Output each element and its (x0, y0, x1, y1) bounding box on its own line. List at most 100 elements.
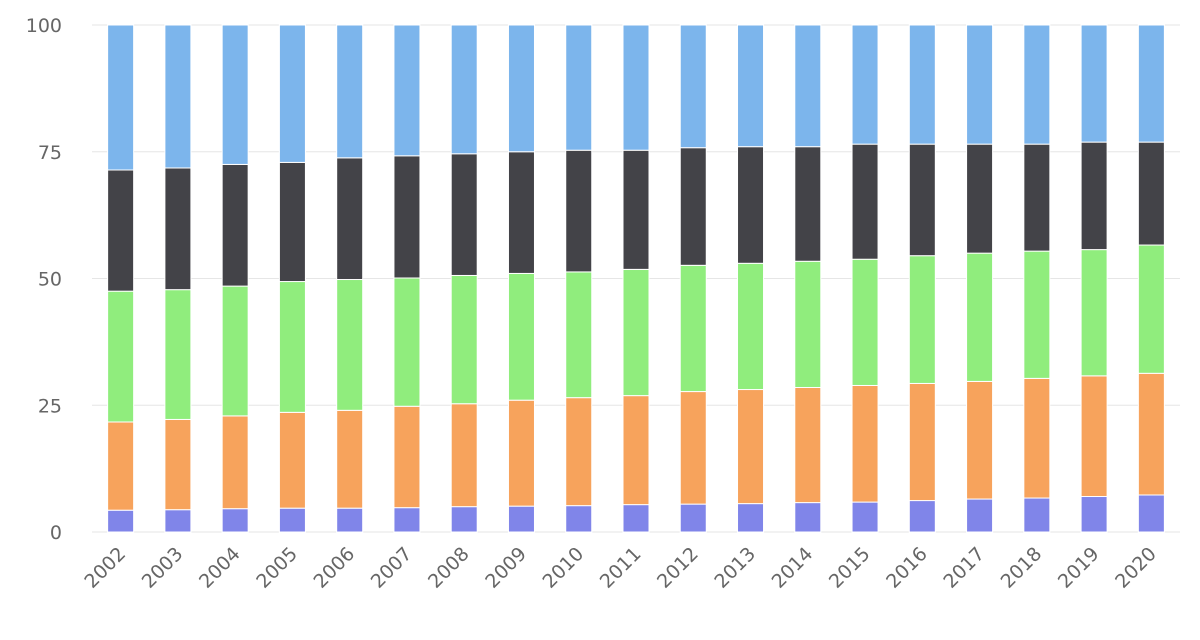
bar-segment-2015-s2 (851, 258, 879, 386)
bar-segment-2014-s4 (794, 24, 822, 148)
bar-segment-2015-s4 (851, 24, 879, 145)
x-tick-label: 2008 (424, 543, 474, 593)
bar-segment-2008-s0 (450, 506, 478, 533)
x-tick-label: 2014 (768, 543, 818, 593)
bar-segment-2006-s4 (336, 24, 364, 159)
bar-segment-2007-s3 (393, 155, 421, 279)
bar-segment-2015-s0 (851, 501, 879, 533)
bar-segment-2012-s1 (679, 391, 707, 505)
bar-segment-2003-s3 (164, 167, 192, 291)
bar-segment-2005-s0 (278, 507, 306, 533)
x-tick-label: 2010 (539, 543, 589, 593)
x-tick-label: 2015 (825, 543, 875, 593)
x-tick-label: 2005 (252, 543, 302, 593)
bar-segment-2016-s4 (908, 24, 936, 145)
bar-segment-2002-s0 (107, 509, 135, 533)
bar-segment-2019-s2 (1080, 249, 1108, 377)
x-tick-label: 2017 (939, 543, 989, 593)
bar-segment-2004-s2 (221, 285, 249, 417)
x-axis-ticks: 2002 2003 2004 2005 2006 2007 2008 2009 2010 2011… (80, 543, 1160, 593)
x-tick-label: 2016 (882, 543, 932, 593)
bar-segment-2009-s2 (507, 272, 535, 401)
x-tick-label: 2006 (309, 543, 359, 593)
bar-segment-2012-s3 (679, 147, 707, 266)
bar-segment-2005-s4 (278, 24, 306, 163)
x-tick-label: 2011 (596, 543, 646, 593)
bar-segment-2010-s0 (565, 505, 593, 533)
x-tick-label: 2007 (367, 543, 417, 593)
bar-segment-2007-s2 (393, 277, 421, 407)
bar-segment-2014-s3 (794, 146, 822, 262)
bar-segment-2010-s4 (565, 24, 593, 151)
bar-segment-2018-s0 (1023, 497, 1051, 533)
bar-segment-2002-s2 (107, 290, 135, 423)
x-tick-label: 2003 (138, 543, 188, 593)
bar-segment-2014-s2 (794, 260, 822, 389)
bar-segment-2007-s4 (393, 24, 421, 157)
bar-segment-2020-s0 (1137, 494, 1165, 533)
x-tick-label: 2018 (997, 543, 1047, 593)
y-tick-label: 0 (50, 522, 62, 544)
bar-segment-2014-s0 (794, 502, 822, 533)
bar-segment-2017-s4 (966, 24, 994, 145)
bar-segment-2010-s3 (565, 149, 593, 273)
bar-segment-2020-s3 (1137, 141, 1165, 246)
x-tick-label: 2009 (481, 543, 531, 593)
y-tick-label: 25 (38, 395, 62, 417)
x-tick-label: 2012 (653, 543, 703, 593)
x-tick-label: 2004 (195, 543, 245, 593)
bar-segment-2006-s3 (336, 157, 364, 281)
bar-segment-2020-s1 (1137, 372, 1165, 496)
bar-segment-2011-s3 (622, 149, 650, 270)
bar-segment-2013-s4 (737, 24, 765, 148)
bar-segment-2003-s0 (164, 509, 192, 533)
bar-segment-2004-s3 (221, 163, 249, 287)
bar-segment-2009-s3 (507, 151, 535, 274)
bar-segment-2008-s4 (450, 24, 478, 155)
x-tick-label: 2002 (80, 543, 130, 593)
bar-segment-2018-s3 (1023, 143, 1051, 252)
y-tick-label: 100 (26, 15, 62, 37)
bar-segment-2006-s0 (336, 507, 364, 533)
bar-segment-2016-s3 (908, 143, 936, 257)
bar-segment-2011-s2 (622, 268, 650, 397)
bars (107, 24, 1165, 533)
bar-segment-2002-s3 (107, 169, 135, 292)
bar-segment-2009-s1 (507, 399, 535, 507)
bar-segment-2012-s4 (679, 24, 707, 149)
bar-segment-2017-s3 (966, 143, 994, 254)
bar-segment-2017-s1 (966, 380, 994, 500)
bar-segment-2003-s4 (164, 24, 192, 169)
bar-segment-2004-s0 (221, 508, 249, 533)
bar-segment-2012-s2 (679, 264, 707, 393)
bar-segment-2020-s4 (1137, 24, 1165, 143)
bar-segment-2017-s2 (966, 252, 994, 382)
bar-segment-2011-s1 (622, 395, 650, 506)
bar-segment-2011-s4 (622, 24, 650, 151)
bar-segment-2003-s1 (164, 418, 192, 511)
bar-segment-2004-s1 (221, 415, 249, 510)
bar-segment-2013-s3 (737, 146, 765, 264)
bar-segment-2010-s2 (565, 271, 593, 399)
bar-segment-2010-s1 (565, 397, 593, 507)
bar-segment-2016-s2 (908, 255, 936, 384)
bar-segment-2019-s0 (1080, 496, 1108, 533)
bar-segment-2019-s4 (1080, 24, 1108, 143)
bar-segment-2002-s4 (107, 24, 135, 171)
bar-segment-2008-s3 (450, 153, 478, 276)
y-axis-ticks: 0 25 50 75 100 (26, 15, 62, 544)
bar-segment-2013-s2 (737, 262, 765, 391)
bar-segment-2009-s4 (507, 24, 535, 153)
bar-segment-2015-s1 (851, 384, 879, 503)
bar-segment-2008-s1 (450, 403, 478, 508)
bar-segment-2020-s2 (1137, 244, 1165, 374)
bar-segment-2005-s3 (278, 161, 306, 283)
x-tick-label: 2019 (1054, 543, 1104, 593)
bar-segment-2016-s1 (908, 382, 936, 502)
bar-segment-2019-s1 (1080, 375, 1108, 498)
bar-segment-2018-s1 (1023, 377, 1051, 499)
x-tick-label: 2013 (710, 543, 760, 593)
bar-segment-2014-s1 (794, 387, 822, 504)
